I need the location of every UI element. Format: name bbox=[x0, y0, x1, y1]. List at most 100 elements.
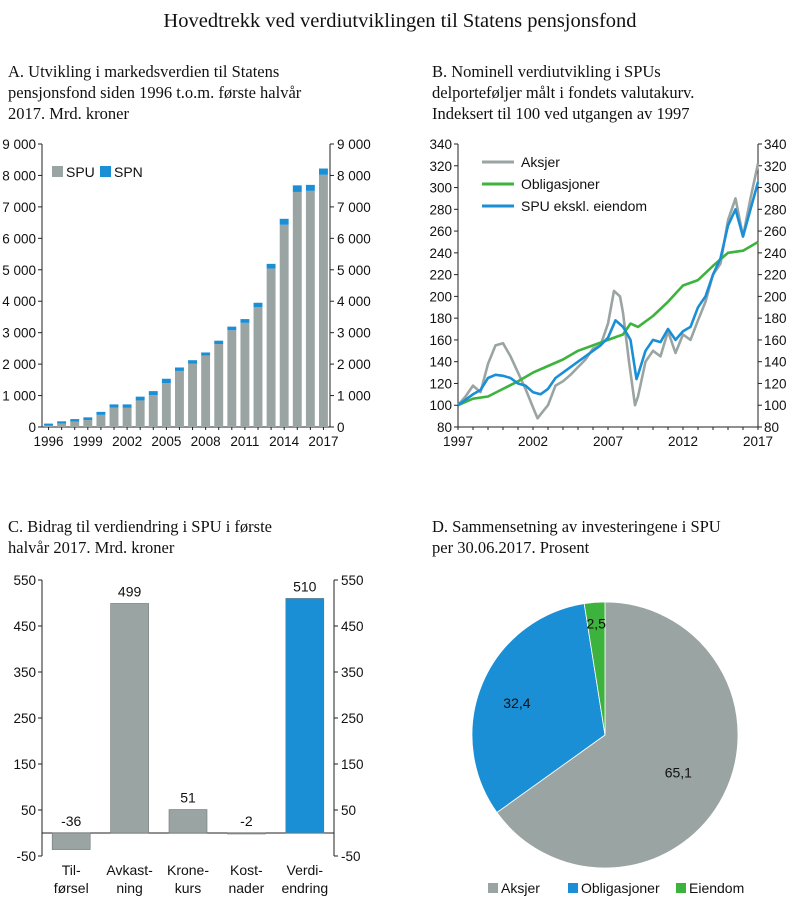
panel-c-category-label-4-line-1: Verdi- bbox=[287, 862, 324, 878]
panel-b-ytick-label-right: 160 bbox=[764, 333, 787, 348]
panel-b-legend-label-2: SPU ekskl. eiendom bbox=[521, 198, 647, 214]
panel-a-bar-spu-2013 bbox=[266, 268, 276, 427]
panel-a-bar-spn-2014 bbox=[279, 218, 289, 225]
panel-a-bar-spu-2001 bbox=[109, 407, 119, 427]
panel-d-legend-swatch-eiendom bbox=[676, 883, 686, 893]
panel-c-bar-3 bbox=[227, 832, 266, 835]
panel-b-line-aksjer bbox=[457, 163, 760, 420]
panel-b-title-line-2: delporteføljer målt i fondets valutakurv… bbox=[432, 83, 694, 102]
panel-a-legend-swatch-spu bbox=[52, 166, 63, 177]
panel-b-ytick-label-right: 180 bbox=[764, 311, 787, 326]
panel-b-ytick-label-left: 100 bbox=[429, 398, 452, 413]
panel-b-ytick-label-right: 260 bbox=[764, 224, 787, 239]
panel-b-title-line-3: Indeksert til 100 ved utgangen av 1997 bbox=[432, 104, 690, 123]
panel-b-title-line-1: B. Nominell verdiutvikling i SPUs bbox=[432, 62, 661, 81]
panel-a-bar-spn-2007 bbox=[188, 360, 197, 364]
panel-d-legend-swatch-obligasjoner bbox=[568, 883, 578, 893]
panel-c-bar-1 bbox=[110, 603, 149, 834]
panel-b-ytick-label-left: 280 bbox=[429, 202, 452, 217]
panel-c-bar-4 bbox=[285, 598, 325, 834]
panel-b-ytick-label-right: 300 bbox=[764, 181, 787, 196]
panel-a-xtick-label: 2014 bbox=[269, 434, 300, 449]
panel-c-value-label-3: -2 bbox=[240, 813, 253, 829]
panel-b-ytick-label-left: 320 bbox=[429, 159, 452, 174]
panel-b-ytick-label-left: 220 bbox=[429, 268, 452, 283]
panel-c-ytick-label-left: 150 bbox=[13, 757, 36, 772]
panel-b: B. Nominell verdiutvikling i SPUs delpor… bbox=[429, 62, 786, 449]
panel-b-ytick-label-left: 260 bbox=[429, 224, 452, 239]
panel-a-xtick-label: 2002 bbox=[112, 434, 142, 449]
panel-a-bar-spn-2008 bbox=[201, 352, 211, 356]
panel-b-xtick-label: 2017 bbox=[743, 434, 773, 449]
panel-b-legend-label-1: Obligasjoner bbox=[521, 176, 600, 192]
panel-a-xtick-label: 2008 bbox=[191, 434, 221, 449]
panel-c-value-label-4: 510 bbox=[293, 578, 317, 594]
panel-d-slice-aksjer bbox=[496, 601, 739, 869]
panel-b-ytick-label-right: 240 bbox=[764, 246, 787, 261]
panel-c-ytick-label-right: -50 bbox=[341, 849, 361, 864]
panel-a-xtick-label: 2005 bbox=[151, 434, 181, 449]
panel-a-title-line-2: pensjonsfond siden 1996 t.o.m. første ha… bbox=[8, 83, 302, 102]
figure-title: Hovedtrekk ved verdiutviklingen til Stat… bbox=[163, 10, 636, 32]
panel-a-bar-spn-2006 bbox=[175, 367, 184, 371]
panel-a-legend-swatch-spn bbox=[100, 166, 111, 177]
panel-c-category-label-3-line-2: nader bbox=[228, 880, 264, 896]
panel-c-value-label-1: 499 bbox=[118, 583, 142, 599]
panel-d-slice-label-eiendom: 2,5 bbox=[587, 616, 607, 632]
panel-b-xtick-label: 2007 bbox=[593, 434, 623, 449]
panel-d-legend-label-aksjer: Aksjer bbox=[501, 880, 540, 896]
panel-b-xtick-label: 2002 bbox=[518, 434, 548, 449]
panel-b-ytick-label-right: 200 bbox=[764, 289, 787, 304]
panel-a-bar-spu-1997 bbox=[57, 423, 67, 427]
panel-a-legend-label-spu: SPU bbox=[66, 164, 95, 180]
panel-a-bar-spn-2015 bbox=[292, 185, 302, 192]
panel-c-ytick-label-left: 50 bbox=[21, 803, 36, 818]
panel-a-bar-spu-2011 bbox=[240, 322, 250, 427]
panel-a-bar-spu-2009 bbox=[214, 343, 224, 427]
panel-a-bar-spn-2009 bbox=[214, 340, 224, 344]
panel-a-ytick-label-left: 6 000 bbox=[2, 231, 36, 246]
panel-a-ytick-label-right: 7 000 bbox=[337, 200, 371, 215]
panel-c-category-label-0-line-2: førsel bbox=[54, 880, 89, 896]
panel-c-category-label-1-line-2: ning bbox=[116, 880, 142, 896]
panel-a-bar-spu-2002 bbox=[122, 407, 132, 427]
panel-a-ytick-label-left: 0 bbox=[28, 420, 36, 435]
panel-a-bar-spu-2015 bbox=[292, 191, 302, 427]
panel-c-category-label-2-line-2: kurs bbox=[175, 880, 201, 896]
panel-b-ytick-label-right: 320 bbox=[764, 159, 787, 174]
panel-a-xtick-label: 2011 bbox=[230, 434, 259, 449]
panel-c-title-line-1: C. Bidrag til verdiendring i SPU i først… bbox=[8, 517, 272, 536]
panel-c-category-label-1-line-1: Avkast- bbox=[106, 862, 153, 878]
panel-b-ytick-label-left: 300 bbox=[429, 181, 452, 196]
panel-b-xtick-label: 2012 bbox=[668, 434, 698, 449]
panel-c-value-label-0: -36 bbox=[61, 813, 81, 829]
panel-b-xtick-label: 1997 bbox=[443, 434, 473, 449]
panel-b-ytick-label-left: 180 bbox=[429, 311, 452, 326]
panel-a-bar-spn-1996 bbox=[44, 423, 53, 426]
panel-a-ytick-label-right: 5 000 bbox=[337, 263, 371, 278]
panel-a-bar-spn-2005 bbox=[161, 378, 171, 384]
panel-a-ytick-label-left: 3 000 bbox=[2, 326, 36, 341]
panel-d-title-line-2: per 30.06.2017. Prosent bbox=[432, 538, 590, 557]
panel-a-title-line-3: 2017. Mrd. kroner bbox=[8, 104, 129, 123]
panel-a-bar-spu-1998 bbox=[70, 421, 80, 427]
panel-a-bar-spn-1998 bbox=[70, 419, 80, 422]
panel-c-category-label-3-line-1: Kost- bbox=[230, 862, 263, 878]
panel-a-bar-spn-2000 bbox=[96, 411, 106, 415]
panel-a-xtick-label: 2017 bbox=[308, 434, 338, 449]
panel-d-slice-label-obligasjoner: 32,4 bbox=[503, 695, 530, 711]
panel-b-line-obligasjoner bbox=[457, 240, 759, 407]
panel-c-ytick-label-left: -50 bbox=[16, 849, 36, 864]
panel-a-bar-spn-2016 bbox=[305, 184, 315, 191]
panel-a-bar-spu-2000 bbox=[96, 414, 106, 427]
panel-a-ytick-label-right: 4 000 bbox=[337, 294, 371, 309]
panel-b-ytick-label-right: 220 bbox=[764, 268, 787, 283]
panel-a-bar-spu-1996 bbox=[44, 425, 53, 427]
panel-b-ytick-label-right: 80 bbox=[764, 420, 779, 435]
panel-c-ytick-label-left: 550 bbox=[13, 573, 36, 588]
panel-a-bar-spu-2006 bbox=[175, 370, 184, 427]
panel-a-bar-spu-2008 bbox=[201, 355, 211, 427]
panel-c-bar-0 bbox=[51, 832, 91, 850]
panel-b-ytick-label-left: 340 bbox=[429, 137, 452, 152]
